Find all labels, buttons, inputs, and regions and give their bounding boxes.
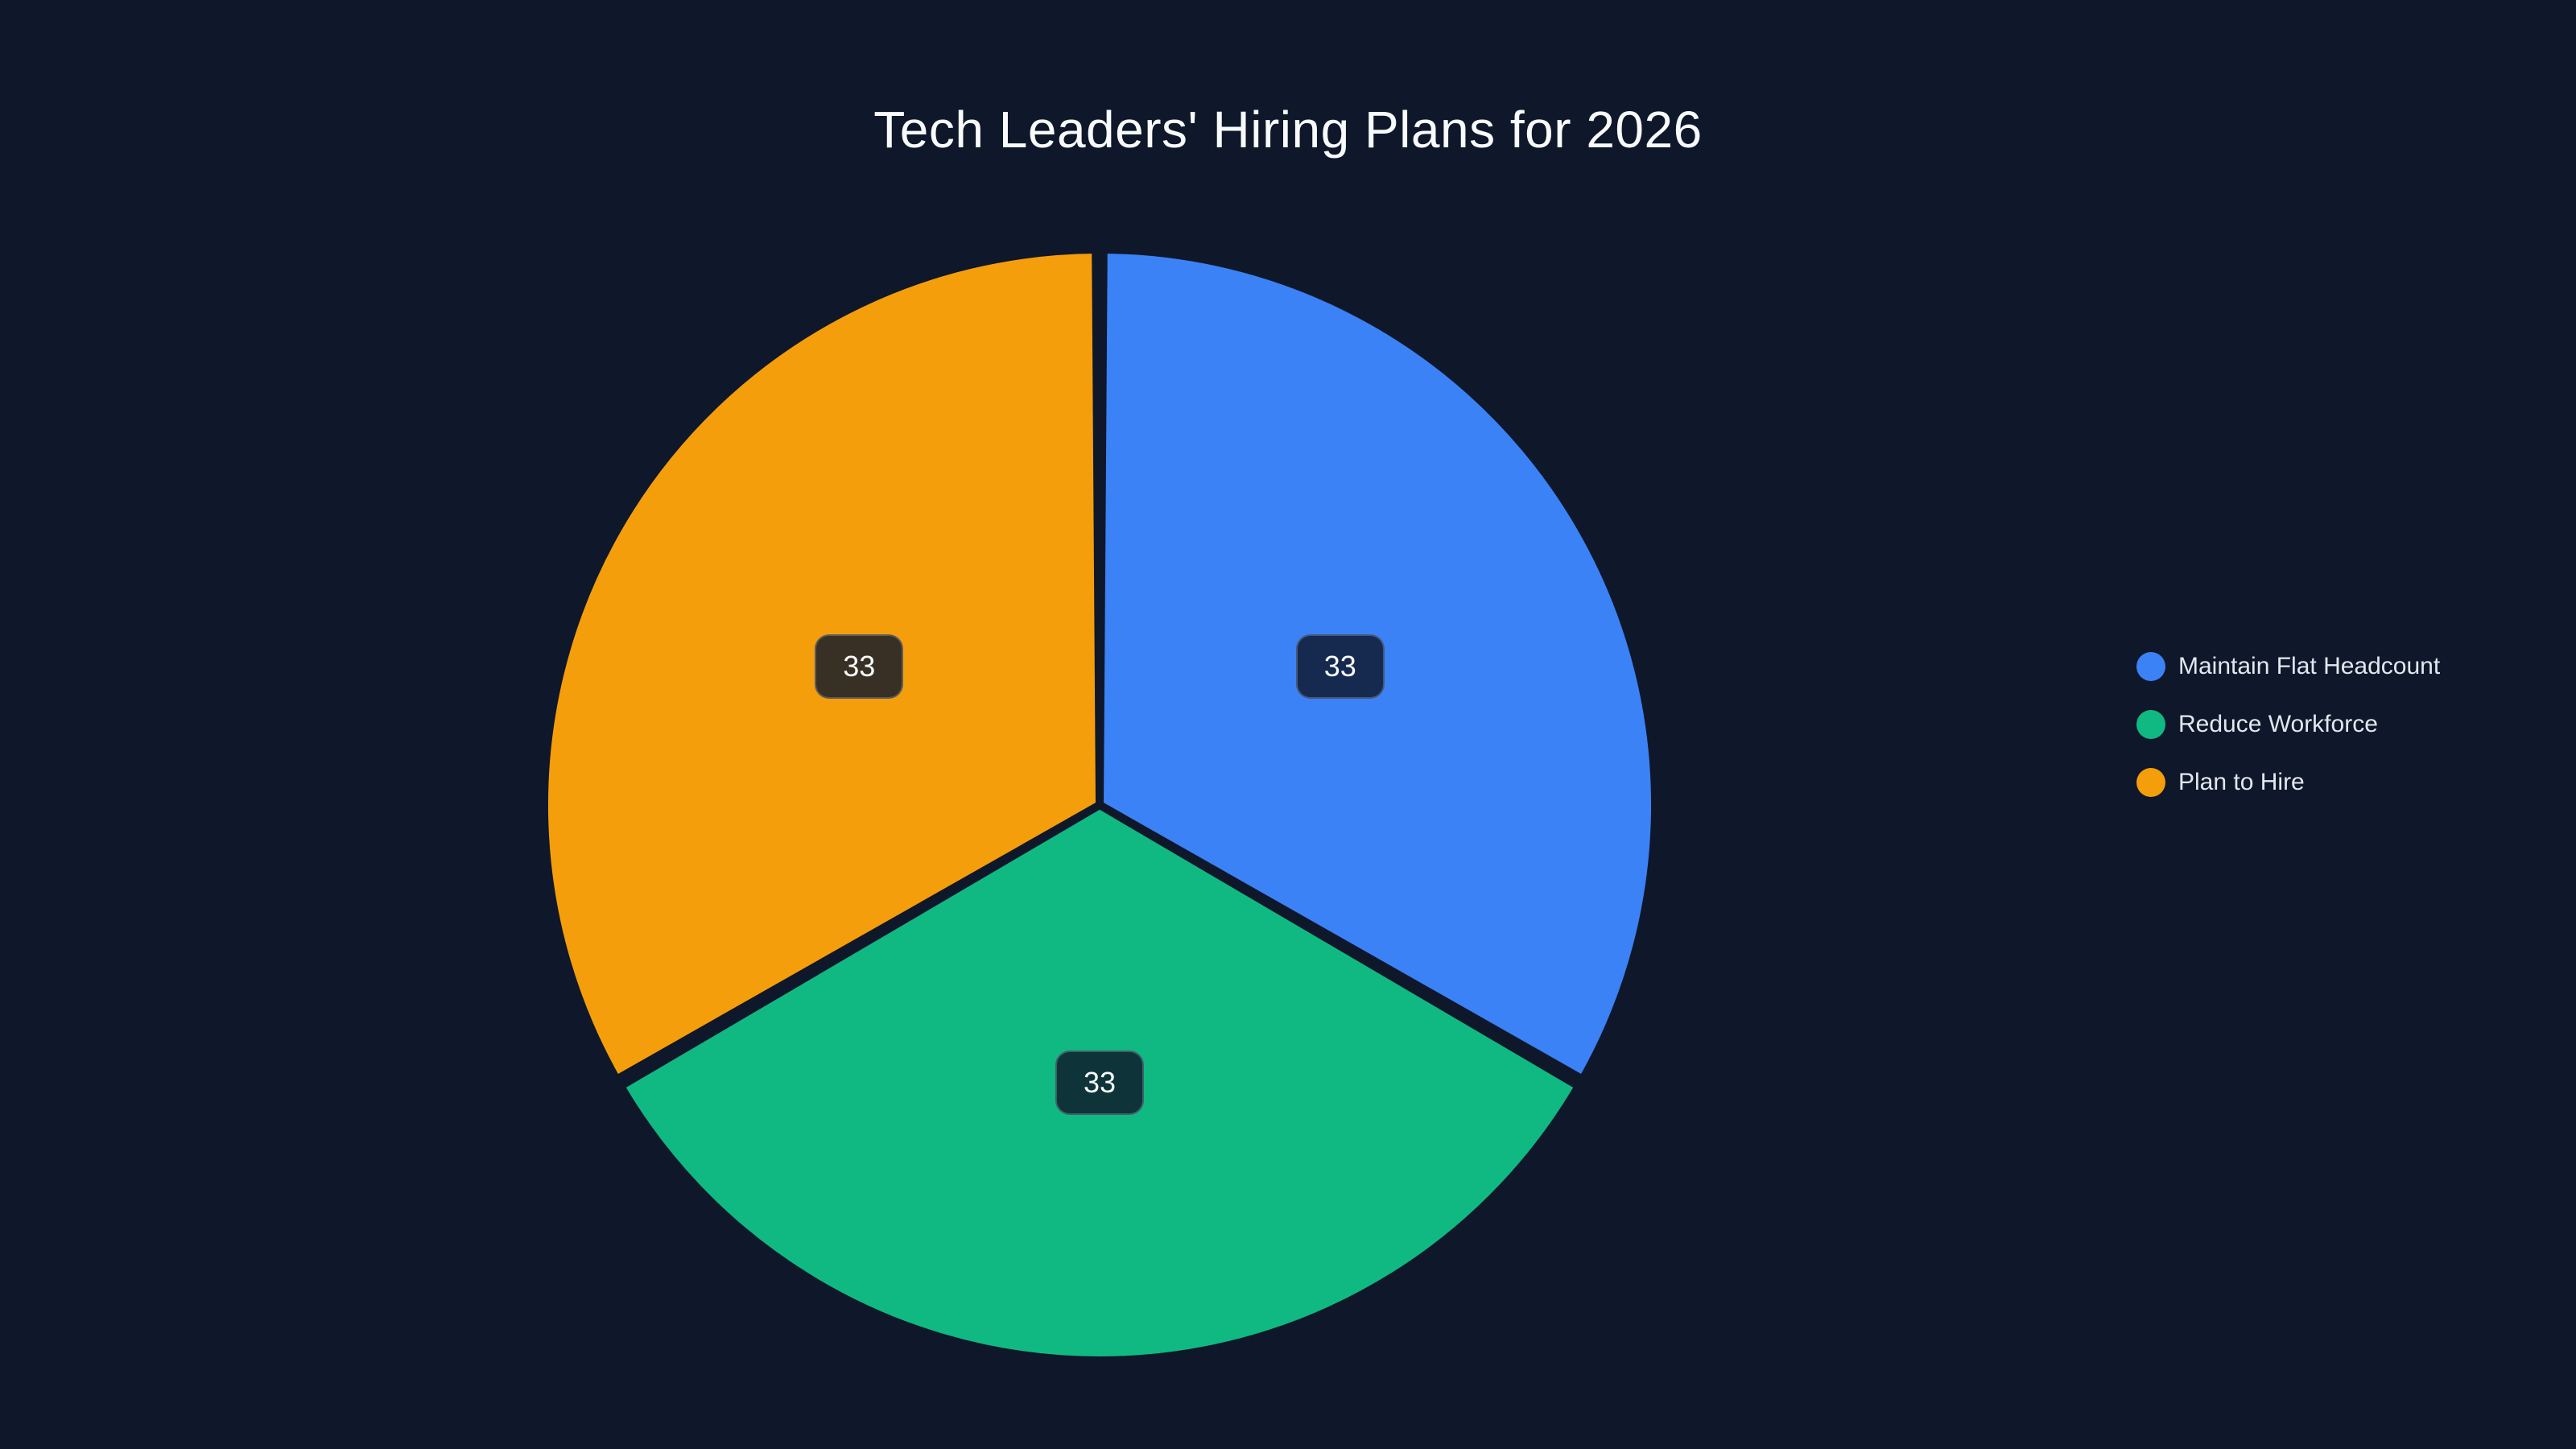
pie-data-label-plan-to-hire: 33 xyxy=(815,634,904,699)
legend-item-label: Maintain Flat Headcount xyxy=(2178,653,2441,679)
legend-item-label: Reduce Workforce xyxy=(2178,711,2378,737)
legend-swatch-circle xyxy=(2136,652,2165,681)
legend-item-plan-to-hire[interactable]: Plan to Hire xyxy=(2136,768,2440,797)
legend-swatch-circle xyxy=(2136,710,2165,739)
pie-data-label-maintain-flat-headcount: 33 xyxy=(1295,634,1385,699)
legend: Maintain Flat Headcount Reduce Workforce… xyxy=(2136,652,2440,797)
chart-title: Tech Leaders' Hiring Plans for 2026 xyxy=(873,101,1703,159)
legend-swatch-circle xyxy=(2136,768,2165,797)
pie-data-label-reduce-workforce: 33 xyxy=(1055,1051,1145,1115)
legend-item-label: Plan to Hire xyxy=(2178,769,2305,795)
legend-item-reduce-workforce[interactable]: Reduce Workforce xyxy=(2136,710,2440,739)
legend-item-maintain-flat-headcount[interactable]: Maintain Flat Headcount xyxy=(2136,652,2440,681)
